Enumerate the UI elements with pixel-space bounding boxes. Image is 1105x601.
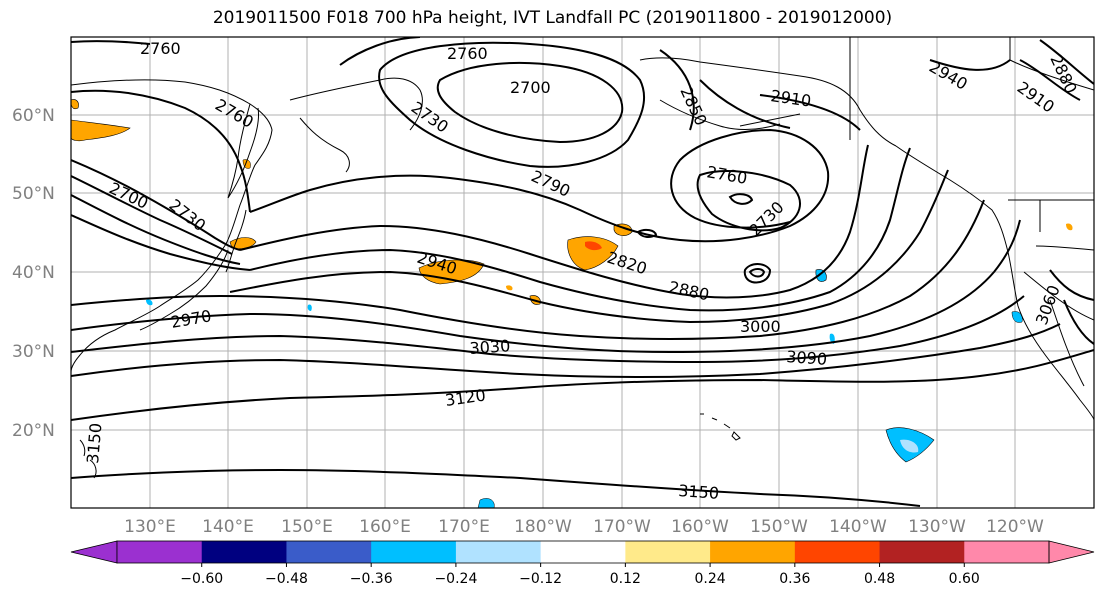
lat-label: 60°N — [12, 106, 55, 126]
colorbar-cell — [794, 541, 881, 563]
contour-label: 2760 — [447, 44, 488, 63]
colorbar-tick-label: −0.60 — [180, 571, 223, 587]
lon-label: 180°W — [514, 517, 572, 537]
lon-label: 170°W — [593, 517, 651, 537]
colorbar-cell — [879, 541, 965, 563]
latitude-labels: 60°N 50°N 40°N 30°N 20°N — [12, 106, 55, 441]
height-contours — [71, 37, 1094, 507]
colorbar-tick-label: −0.36 — [350, 571, 393, 587]
map-border — [70, 36, 1095, 509]
colorbar-cell — [540, 541, 626, 563]
colorbar-tick-label: −0.12 — [519, 571, 562, 587]
graticule — [71, 37, 1094, 508]
contour-label: 3150 — [83, 422, 105, 464]
colorbar-tick-label: −0.48 — [265, 571, 308, 587]
lon-label: 150°W — [750, 517, 808, 537]
lon-label: 140°E — [202, 517, 254, 537]
contour-label: 2700 — [510, 78, 551, 97]
contour-label: 3000 — [740, 317, 781, 336]
lat-label: 40°N — [12, 263, 55, 283]
lat-label: 50°N — [12, 184, 55, 204]
contour-label: 3090 — [786, 347, 828, 369]
lon-label: 150°E — [281, 517, 333, 537]
colorbar-tick-label: 0.60 — [949, 571, 980, 587]
ivt-shading — [71, 99, 1073, 508]
map-title: 2019011500 F018 700 hPa height, IVT Land… — [212, 8, 893, 28]
contour-label: 2760 — [140, 39, 181, 58]
lat-label: 30°N — [12, 342, 55, 362]
colorbar-extension-high — [1048, 540, 1095, 564]
colorbar-outline — [116, 540, 1050, 564]
colorbar-tick-label: 0.12 — [610, 571, 641, 587]
lon-label: 120°W — [986, 517, 1044, 537]
longitude-labels: 130°E 140°E 150°E 160°E 170°E 180°W 170°… — [124, 517, 1044, 537]
lon-label: 160°E — [359, 517, 411, 537]
contour-label: 3030 — [469, 336, 511, 358]
lon-label: 140°W — [829, 517, 887, 537]
contour-label: 3150 — [678, 481, 720, 503]
colorbar-cell — [964, 541, 1050, 563]
colorbar: −0.60 −0.48 −0.36 −0.24 −0.12 0.12 0.24 0.36 0.4… — [70, 540, 1095, 587]
colorbar-tick-label: 0.36 — [779, 571, 810, 587]
colorbar-extension-low — [70, 540, 118, 564]
lon-label: 160°W — [671, 517, 729, 537]
colorbar-tick-label: 0.48 — [864, 571, 895, 587]
colorbar-cell — [371, 541, 457, 563]
colorbar-cell — [117, 541, 203, 563]
colorbar-cell — [286, 541, 372, 563]
lon-label: 170°E — [438, 517, 490, 537]
colorbar-tick-label: 0.24 — [695, 571, 726, 587]
lon-label: 130°E — [124, 517, 176, 537]
colorbar-cell — [455, 541, 542, 563]
lat-label: 20°N — [12, 421, 55, 441]
colorbar-tick-label: −0.24 — [434, 571, 477, 587]
colorbar-cell — [201, 541, 287, 563]
lon-label: 130°W — [908, 517, 966, 537]
colorbar-cell — [710, 541, 796, 563]
colorbar-cell — [625, 541, 711, 563]
